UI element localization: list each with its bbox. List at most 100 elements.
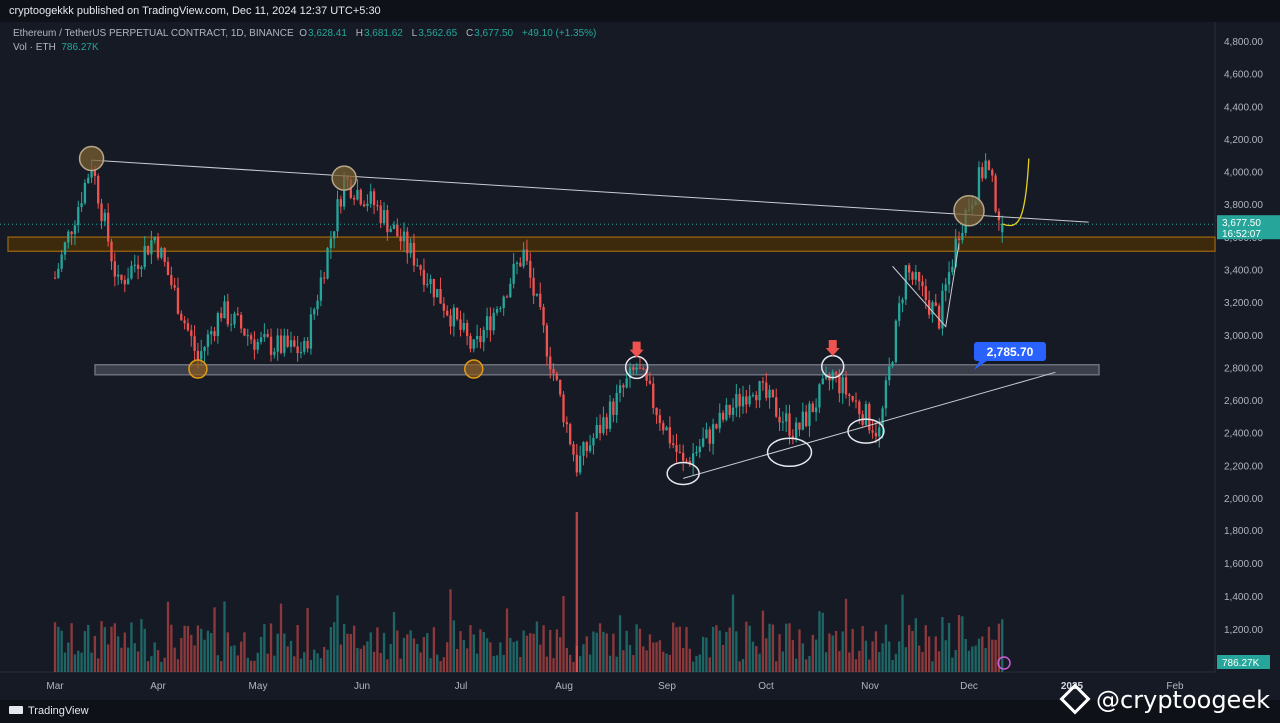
candle-body bbox=[741, 396, 745, 407]
volume-bar bbox=[951, 657, 954, 672]
support-touch-circle bbox=[464, 359, 484, 379]
candle-body bbox=[289, 340, 293, 347]
candle-body bbox=[921, 281, 924, 287]
candle-body bbox=[625, 378, 628, 388]
candle-body bbox=[190, 330, 193, 337]
candle-body bbox=[505, 296, 509, 298]
candle-body bbox=[469, 336, 472, 349]
volume-bar bbox=[329, 627, 333, 672]
low-ellipse bbox=[847, 418, 885, 444]
volume-bar bbox=[150, 656, 153, 672]
price-chart[interactable]: 2,000.00 2,200.00 2,400.00 2,600.00 2,800.00… bbox=[0, 22, 1280, 700]
volume-bar bbox=[791, 640, 795, 672]
candle-body bbox=[329, 238, 333, 249]
candle-body bbox=[455, 307, 459, 320]
candle-body bbox=[220, 313, 223, 319]
volume-bar bbox=[362, 645, 366, 672]
candle-body bbox=[711, 424, 715, 444]
volume-bar bbox=[994, 639, 997, 672]
volume-bar bbox=[821, 612, 824, 672]
candle-body bbox=[728, 404, 731, 415]
volume-bar bbox=[203, 639, 206, 672]
volume-bar bbox=[475, 653, 479, 672]
volume-bar bbox=[309, 659, 313, 672]
volume-bar bbox=[901, 594, 904, 672]
volume-bar bbox=[911, 631, 914, 672]
volume-bar bbox=[143, 628, 146, 672]
volume-bar bbox=[283, 633, 286, 672]
volume-bar bbox=[578, 656, 582, 672]
candle-body bbox=[313, 309, 316, 315]
volume-bar bbox=[937, 651, 941, 672]
volume-bar bbox=[206, 630, 210, 672]
y-tick-label: 2,600.00 bbox=[1224, 396, 1263, 407]
x-tick-label: Jul bbox=[455, 681, 468, 692]
candle-body bbox=[406, 231, 409, 254]
volume-bar bbox=[721, 644, 725, 672]
candle-body bbox=[831, 372, 834, 381]
candle-body bbox=[539, 293, 542, 308]
open-value: 3,628.41 bbox=[307, 28, 347, 39]
volume-bar bbox=[299, 658, 303, 672]
candle-body bbox=[402, 231, 406, 242]
volume-bar bbox=[552, 658, 555, 672]
volume-bar bbox=[396, 630, 399, 672]
candle-body bbox=[725, 404, 728, 420]
candle-body bbox=[578, 455, 582, 473]
volume-bar bbox=[502, 654, 505, 672]
volume-bar bbox=[665, 653, 668, 672]
candle-body bbox=[203, 346, 206, 352]
candle-body bbox=[682, 452, 685, 461]
volume-bar bbox=[622, 650, 625, 672]
volume-bar bbox=[698, 654, 701, 672]
candle-body bbox=[841, 377, 844, 394]
candle-body bbox=[951, 266, 954, 273]
candle-body bbox=[525, 249, 529, 261]
candle-body bbox=[97, 176, 100, 204]
volume-bar bbox=[160, 661, 163, 672]
candle-body bbox=[166, 261, 170, 276]
published-info: cryptoogekkk published on TradingView.co… bbox=[9, 5, 381, 17]
candle-body bbox=[698, 446, 701, 452]
candle-body bbox=[944, 284, 947, 291]
volume-bar bbox=[107, 644, 110, 672]
candle-body bbox=[136, 264, 140, 269]
volume-bar bbox=[313, 649, 316, 672]
candle-body bbox=[588, 445, 592, 452]
volume-bar bbox=[725, 631, 728, 672]
x-tick-label: Oct bbox=[758, 681, 774, 692]
volume-bar bbox=[924, 625, 927, 672]
candle-body bbox=[947, 272, 951, 285]
candle-body bbox=[256, 341, 259, 350]
candle-body bbox=[183, 320, 186, 324]
x-tick-label: Feb bbox=[1166, 681, 1184, 692]
tradingview-logo[interactable]: TradingView bbox=[9, 705, 89, 717]
volume-bar bbox=[997, 623, 1001, 672]
volume-bar bbox=[116, 636, 120, 672]
candle-body bbox=[622, 385, 625, 388]
candle-body bbox=[233, 313, 236, 325]
candle-body bbox=[439, 288, 442, 304]
volume-bar bbox=[495, 655, 499, 672]
candle-body bbox=[798, 422, 801, 430]
candle-body bbox=[399, 236, 402, 242]
sell-arrow-marker bbox=[629, 341, 644, 358]
volume-bar bbox=[545, 656, 549, 672]
candle-body bbox=[592, 437, 595, 446]
volume-bar bbox=[213, 607, 216, 672]
y-tick-label: 3,400.00 bbox=[1224, 266, 1263, 277]
candle-body bbox=[775, 397, 778, 417]
volume-bar bbox=[73, 654, 77, 672]
tradingview-logo-icon bbox=[9, 706, 23, 715]
candle-body bbox=[239, 314, 243, 329]
candle-body bbox=[107, 212, 110, 242]
candle-body bbox=[133, 264, 136, 266]
volume-bar bbox=[695, 656, 698, 672]
candle-body bbox=[339, 199, 342, 207]
candle-body bbox=[462, 323, 465, 330]
candle-body bbox=[834, 372, 838, 374]
peak-touch-circle bbox=[78, 145, 105, 172]
volume-bar bbox=[828, 633, 831, 672]
high-value: 3,681.62 bbox=[363, 28, 403, 39]
volume-bar bbox=[63, 652, 67, 672]
